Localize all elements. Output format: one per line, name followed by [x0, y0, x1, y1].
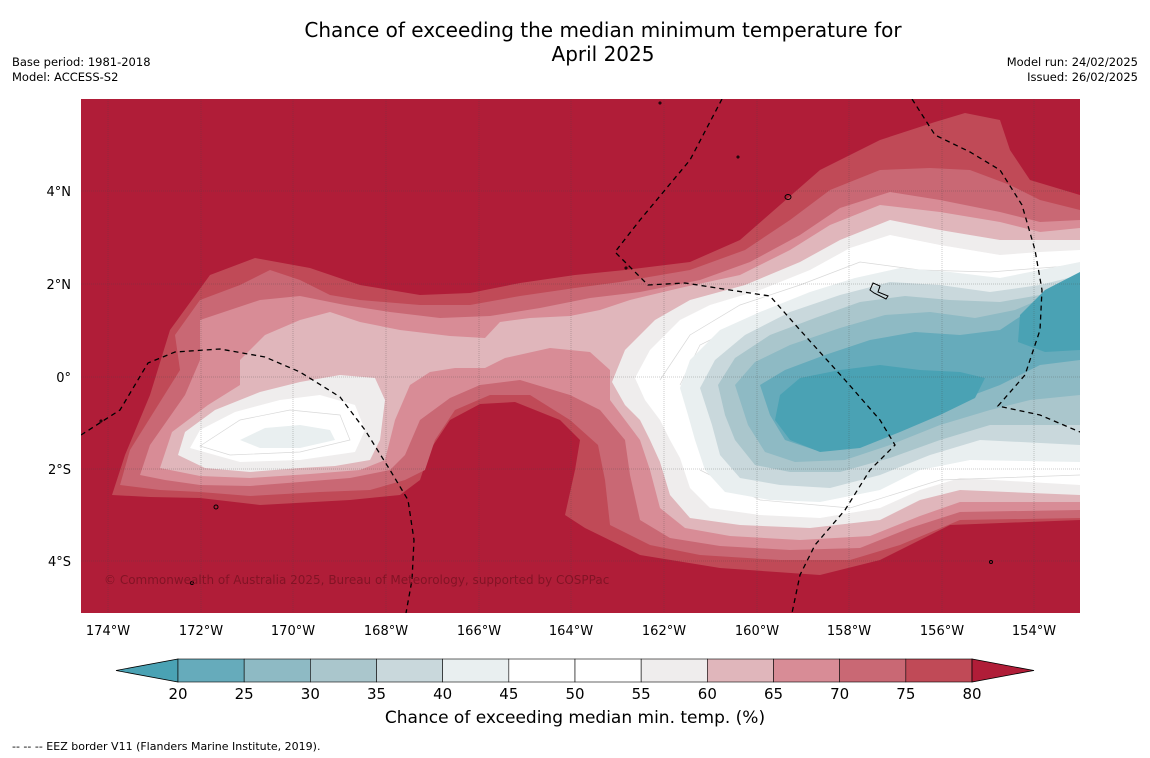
- colorbar-segment: [508, 658, 576, 683]
- colorbar-tick-label: 60: [698, 685, 717, 703]
- colorbar-tick-label: 35: [367, 685, 386, 703]
- lon-label: 166°W: [457, 624, 501, 639]
- copyright-notice: © Commonwealth of Australia 2025, Bureau…: [104, 573, 609, 587]
- lat-label: 4°S: [48, 555, 71, 570]
- colorbar-segment: [177, 658, 245, 683]
- colorbar-tick-label: 45: [499, 685, 518, 703]
- colorbar-segment: [905, 658, 973, 683]
- colorbar-tick-label: 20: [168, 685, 187, 703]
- title-line-2: April 2025: [551, 42, 655, 66]
- lon-label: 154°W: [1012, 624, 1056, 639]
- colorbar-tick-label: 55: [632, 685, 651, 703]
- colorbar-segment: [773, 658, 840, 683]
- graticule: [81, 99, 1080, 613]
- colorbar-segment: [839, 658, 907, 683]
- colorbar-under-arrow: [115, 658, 179, 683]
- colorbar-tick-label: 50: [565, 685, 584, 703]
- map-field: © Commonwealth of Australia 2025, Bureau…: [81, 99, 1080, 613]
- colorbar-segment: [310, 658, 377, 683]
- colorbar-tick-label: 75: [896, 685, 915, 703]
- lat-label: 0°: [56, 371, 71, 386]
- lat-label: 2°N: [47, 278, 72, 293]
- lon-label: 164°W: [549, 624, 593, 639]
- lon-label: 174°W: [86, 624, 130, 639]
- colorbar-segment: [442, 658, 510, 683]
- colorbar-tick-label: 40: [433, 685, 452, 703]
- issued-date: Issued: 26/02/2025: [1027, 70, 1138, 84]
- colorbar-tick-label: 30: [301, 685, 320, 703]
- meta-left: Base period: 1981-2018 Model: ACCESS-S2: [12, 55, 151, 85]
- colorbar-segment: [640, 658, 708, 683]
- model-run: Model run: 24/02/2025: [1006, 55, 1138, 69]
- model-name: Model: ACCESS-S2: [12, 70, 119, 84]
- lat-labels: 4°N 2°N 0° 2°S 4°S: [47, 185, 72, 570]
- lon-label: 156°W: [920, 624, 964, 639]
- lon-label: 162°W: [642, 624, 686, 639]
- contour-lines: [199, 261, 1080, 509]
- map-title: Chance of exceeding the median minimum t…: [0, 18, 1150, 66]
- colorbar-tick-label: 80: [962, 685, 981, 703]
- title-line-1: Chance of exceeding the median minimum t…: [304, 18, 902, 42]
- meta-right: Model run: 24/02/2025 Issued: 26/02/2025: [1007, 55, 1138, 85]
- colorbar-segment: [707, 658, 774, 683]
- colorbar-tick-label: 70: [830, 685, 849, 703]
- eez-borders: [81, 99, 1080, 613]
- colorbar-segment: [574, 658, 642, 683]
- colorbar-over-arrow: [971, 658, 1035, 683]
- lat-label: 4°N: [47, 185, 72, 200]
- lon-labels: 174°W 172°W 170°W 168°W 166°W 164°W 162°…: [86, 624, 1056, 639]
- colorbar-title: Chance of exceeding median min. temp. (%…: [384, 708, 766, 728]
- colorbar: 20 25 30 35 40 45 50 55 60 65 70 75 80: [115, 658, 1035, 703]
- islands: [99, 101, 993, 585]
- lat-label: 2°S: [48, 463, 71, 478]
- lon-label: 158°W: [827, 624, 871, 639]
- colorbar-segment: [376, 658, 443, 683]
- lon-label: 172°W: [179, 624, 223, 639]
- lon-label: 160°W: [735, 624, 779, 639]
- lon-label: 168°W: [364, 624, 408, 639]
- colorbar-segment: [243, 658, 311, 683]
- colorbar-tick-label: 65: [764, 685, 783, 703]
- lon-label: 170°W: [271, 624, 315, 639]
- eez-legend: -- -- -- EEZ border V11 (Flanders Marine…: [12, 740, 321, 753]
- base-period: Base period: 1981-2018: [12, 55, 151, 69]
- contour-under-20: [775, 272, 1080, 452]
- colorbar-tick-label: 25: [235, 685, 254, 703]
